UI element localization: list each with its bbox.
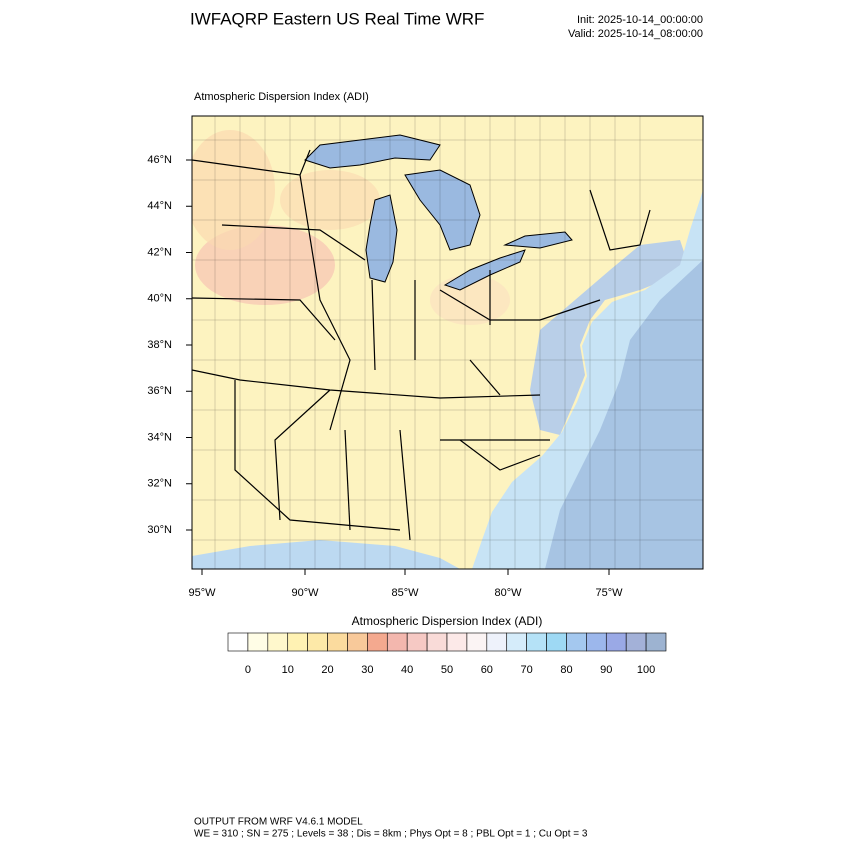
colorbar-label: 20 [321, 664, 333, 676]
map [192, 116, 703, 569]
colorbar-box [546, 632, 567, 652]
adi-patch [192, 130, 275, 250]
lat-label: 36°N [147, 385, 172, 397]
adi-high-land [530, 240, 690, 435]
colorbar-label: 0 [245, 664, 251, 676]
colorbar-box [566, 632, 587, 652]
colorbar-label: 60 [481, 664, 493, 676]
lat-label: 30°N [147, 524, 172, 536]
colorbar-box [367, 632, 388, 652]
colorbar-box [526, 632, 547, 652]
colorbar-box [347, 632, 368, 652]
colorbar-box [386, 632, 408, 652]
colorbar-box [426, 632, 448, 652]
lat-axis: 46°N 44°N 42°N 40°N 38°N 36°N 34°N 32°N 30°N [147, 154, 192, 536]
colorbar-box [605, 632, 627, 652]
lake [365, 194, 398, 283]
colorbar: 0 10 20 30 40 50 60 70 80 90 100 [227, 632, 667, 676]
footer-line: OUTPUT FROM WRF V4.6.1 MODEL [194, 817, 363, 828]
colorbar-title: Atmospheric Dispersion Index (ADI) [352, 614, 543, 628]
colorbar-box [307, 632, 328, 652]
lon-label: 90°W [291, 587, 319, 599]
lat-label: 44°N [147, 200, 172, 212]
gulf [192, 540, 460, 569]
counties [192, 116, 703, 569]
colorbar-box [506, 632, 527, 652]
lon-axis: 95°W 90°W 85°W 80°W 75°W [188, 569, 623, 599]
colorbar-box [586, 632, 607, 652]
map-frame [191, 115, 704, 570]
lake [404, 169, 481, 251]
colorbar-box [486, 632, 508, 652]
lon-label: 95°W [188, 587, 216, 599]
lon-label: 85°W [391, 587, 419, 599]
colorbar-box [466, 632, 488, 652]
map-title: Atmospheric Dispersion Index (ADI) [194, 91, 369, 103]
colorbar-box [327, 632, 348, 652]
colorbar-label: 100 [637, 664, 655, 676]
colorbar-box [625, 632, 647, 652]
lon-label: 80°W [494, 587, 522, 599]
colorbar-box [247, 632, 269, 652]
lat-label: 42°N [147, 246, 172, 258]
lat-label: 34°N [147, 431, 172, 443]
colorbar-label: 90 [600, 664, 612, 676]
lake [503, 231, 573, 249]
ocean [545, 260, 703, 569]
colorbar-box [406, 632, 428, 652]
adi-patch [280, 170, 380, 230]
colorbar-label: 70 [521, 664, 533, 676]
lon-label: 75°W [595, 587, 623, 599]
lat-label: 46°N [147, 154, 172, 166]
colorbar-box [267, 632, 289, 652]
colorbar-label: 30 [361, 664, 373, 676]
colorbar-label: 10 [282, 664, 294, 676]
title: IWFAQRP Eastern US Real Time WRF [190, 9, 484, 28]
lat-label: 38°N [147, 339, 172, 351]
colorbar-box [645, 632, 667, 652]
init-time: Init: 2025-10-14_00:00:00 [577, 14, 703, 26]
lat-label: 40°N [147, 293, 172, 305]
colorbar-box [227, 632, 249, 652]
colorbar-label: 80 [560, 664, 572, 676]
colorbar-label: 50 [441, 664, 453, 676]
lat-label: 32°N [147, 478, 172, 490]
footer-line: WE = 310 ; SN = 275 ; Levels = 38 ; Dis … [194, 829, 588, 840]
colorbar-box [446, 632, 468, 652]
colorbar-box [287, 632, 308, 652]
colorbar-label: 40 [401, 664, 413, 676]
valid-time: Valid: 2025-10-14_08:00:00 [568, 28, 703, 40]
